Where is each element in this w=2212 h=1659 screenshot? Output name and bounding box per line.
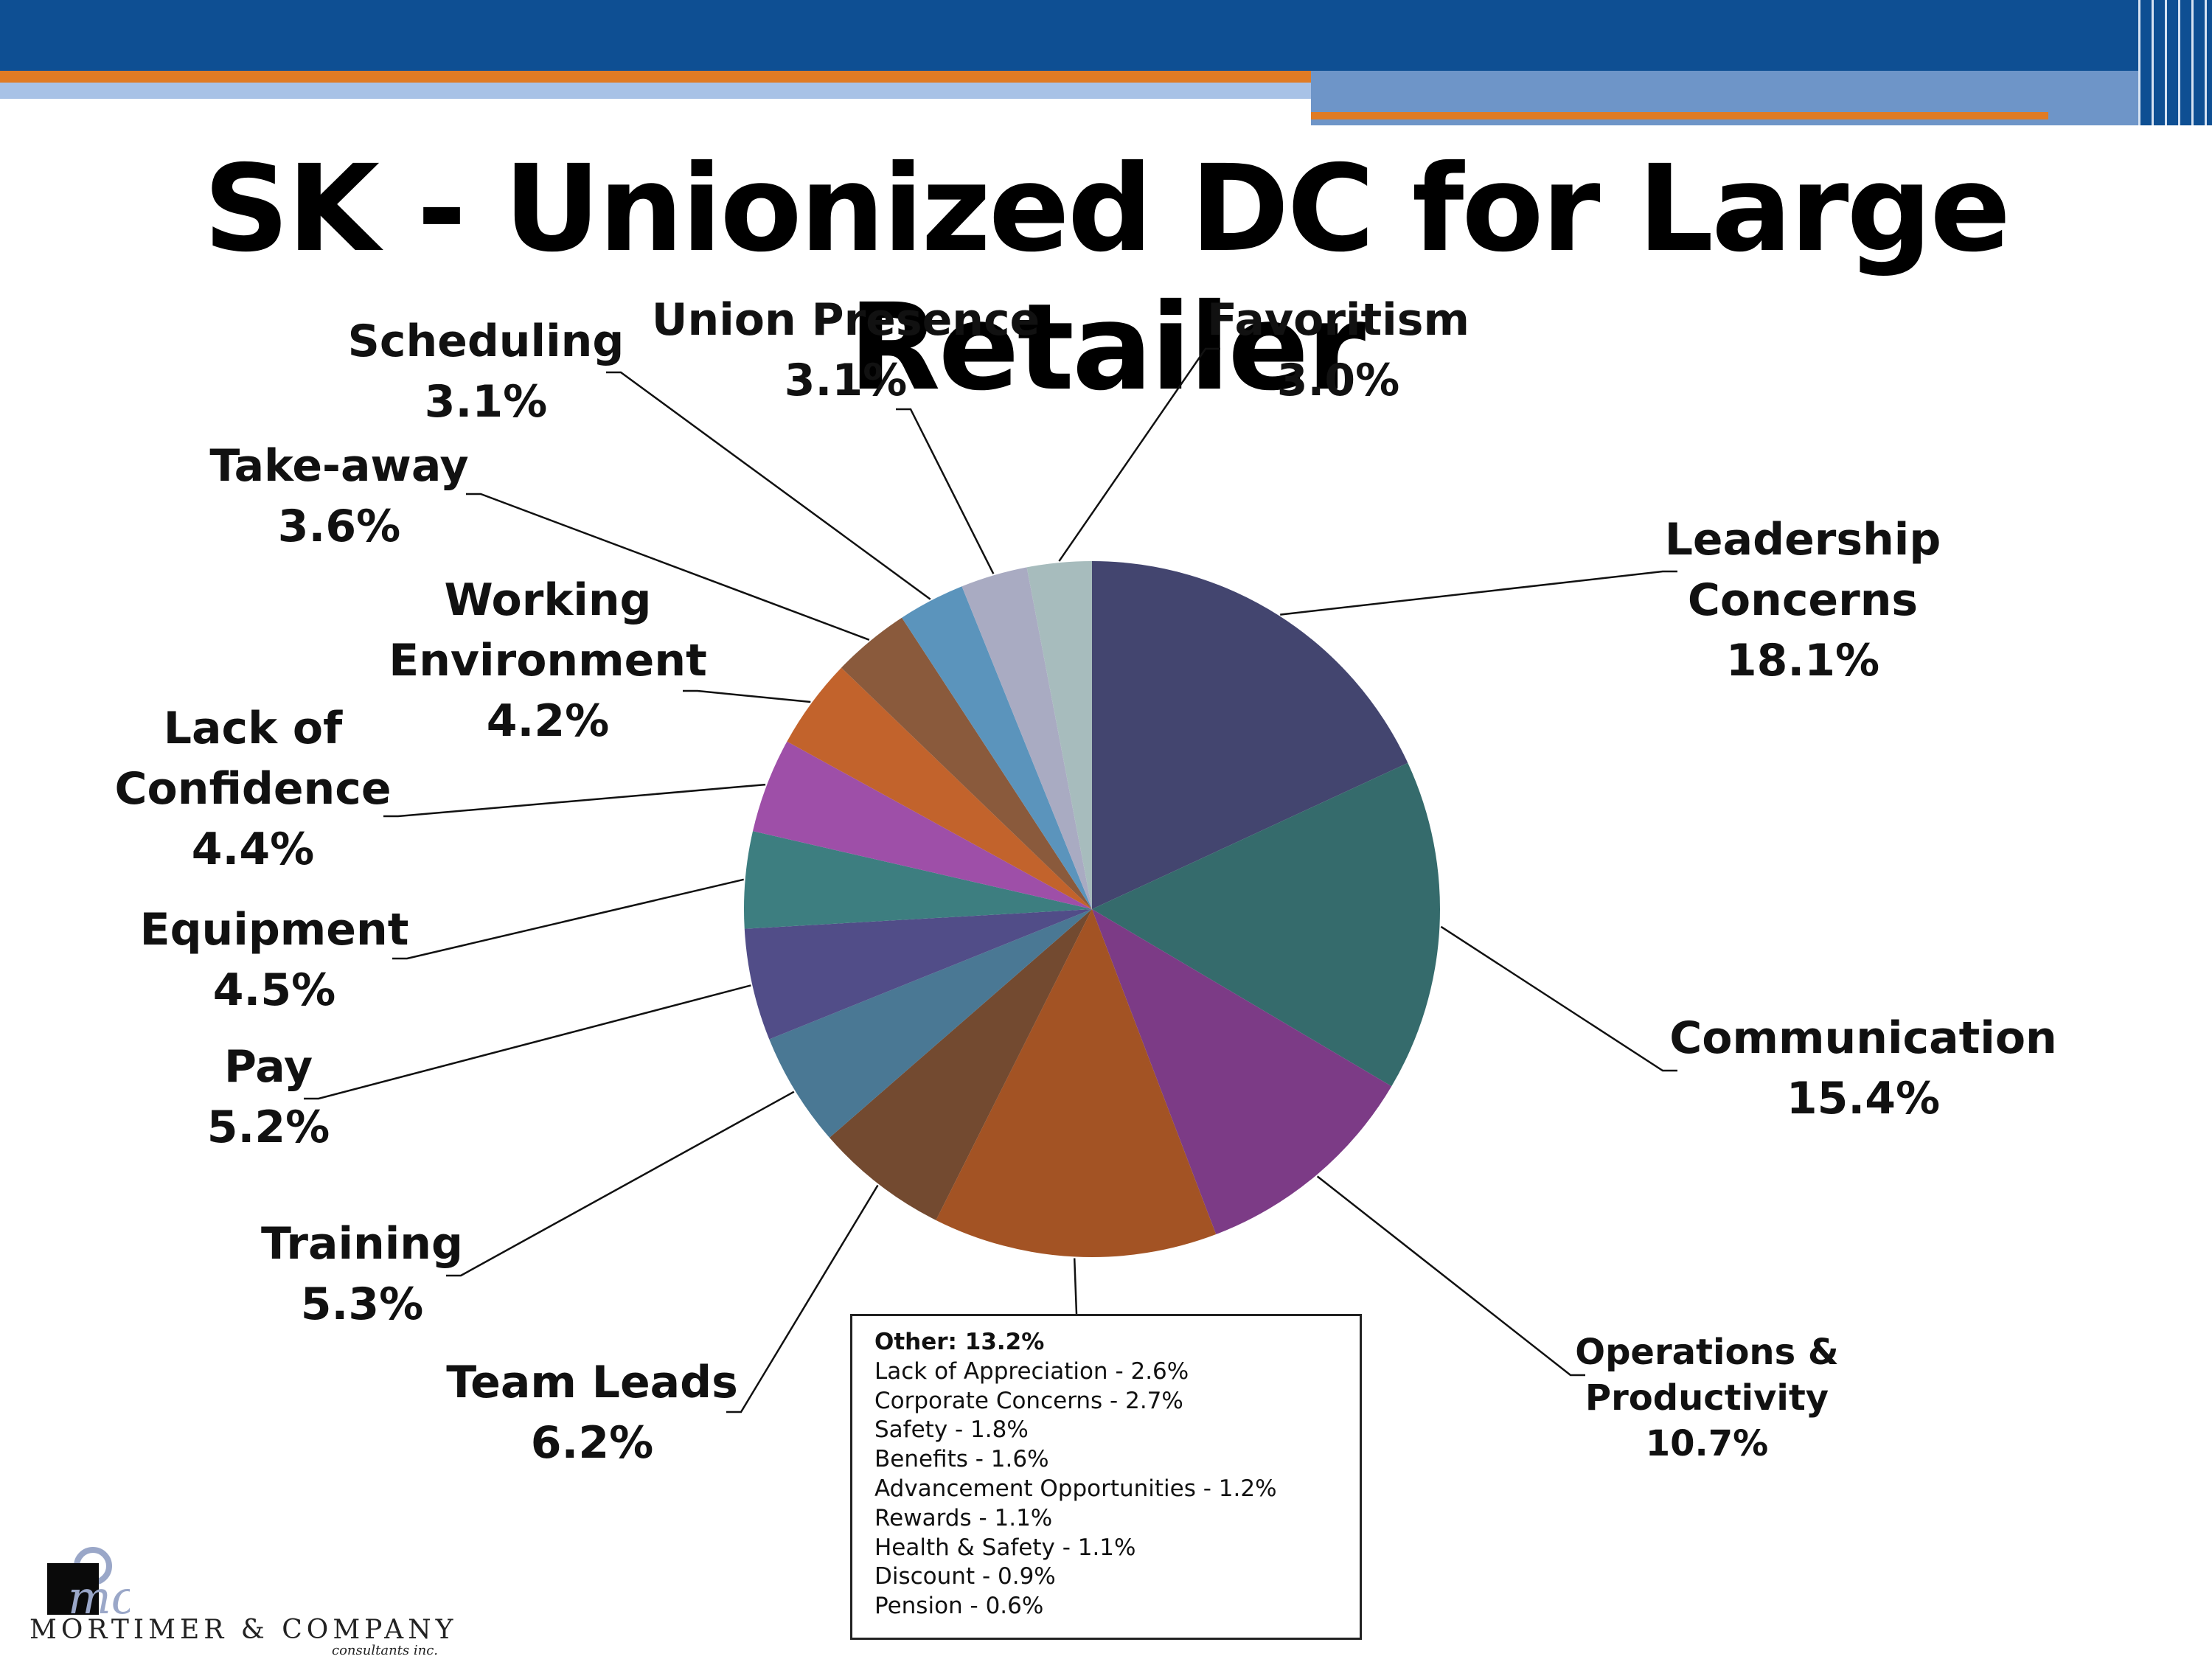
other-connector-line (1073, 1258, 1078, 1315)
header-right-orange-stripe (1311, 112, 2048, 119)
slice-percent: 3.1% (785, 355, 907, 406)
slice-label: Equipment 4.5% (140, 904, 409, 1016)
pie-slice-communication (1092, 762, 1440, 1087)
slice-name: Environment (389, 635, 707, 686)
leader-line (392, 878, 744, 960)
pie-slice-lack-of-confidence (753, 741, 1092, 909)
leader-line (1280, 570, 1677, 616)
logo-tagline: consultants inc. (332, 1643, 438, 1658)
other-item: Benefits - 1.6% (874, 1446, 1049, 1473)
slice-label: Working Environment 4.2% (389, 574, 707, 747)
slice-name: Equipment (140, 904, 409, 956)
slice-name: Productivity (1585, 1377, 1829, 1419)
header-light-stripe (0, 83, 1311, 99)
leader-line (446, 1091, 795, 1277)
pie-slice-team-leads (829, 909, 1092, 1220)
header-vertical-stripes (2138, 0, 2212, 125)
slice-percent: 4.5% (213, 964, 335, 1016)
slice-name: Take-away (209, 440, 468, 492)
slice-percent: 10.7% (1646, 1423, 1769, 1464)
other-item: Rewards - 1.1% (874, 1504, 1053, 1531)
pie-slice-take-away (841, 617, 1092, 909)
slice-label: Pay 5.2% (207, 1041, 330, 1153)
other-item: Health & Safety - 1.1% (874, 1534, 1136, 1561)
other-item: Safety - 1.8% (874, 1416, 1029, 1444)
slice-percent: 4.4% (192, 824, 314, 875)
pie-slice-working-environment (787, 667, 1092, 909)
slice-name: Union Presence (652, 294, 1040, 346)
slice-percent: 5.2% (207, 1102, 330, 1153)
slice-label: Lack of Confidence 4.4% (114, 703, 391, 875)
slice-label: Take-away 3.6% (209, 440, 468, 552)
slide-title: SK - Unionized DC for Large Retailer (203, 140, 2011, 417)
slice-name: Training (261, 1218, 463, 1270)
pie-slices (743, 561, 1440, 1257)
slice-label: Operations & Productivity 10.7% (1575, 1332, 1838, 1464)
pie-slice-leadership-concerns (1092, 561, 1408, 909)
leader-line (1058, 347, 1220, 562)
slice-name: Favoritism (1207, 294, 1470, 346)
leader-line (1316, 1175, 1585, 1377)
leader-line (466, 493, 870, 641)
slice-name: Lack of (164, 703, 343, 754)
other-item: Corporate Concerns - 2.7% (874, 1387, 1183, 1414)
logo-mark-text: mc (68, 1571, 130, 1622)
slice-name: Operations & (1575, 1332, 1838, 1373)
slice-percent: 18.1% (1726, 635, 1879, 686)
slice-name: Leadership (1665, 514, 1941, 566)
slice-percent: 15.4% (1787, 1073, 1940, 1124)
slice-percent: 3.1% (425, 376, 547, 428)
slice-name: Confidence (114, 763, 391, 815)
header-orange-stripe (0, 71, 1311, 83)
other-item: Advancement Opportunities - 1.2% (874, 1475, 1277, 1502)
pie-slice-favoritism (1026, 561, 1092, 909)
leader-lines (304, 347, 1677, 1413)
slice-label: Leadership Concerns 18.1% (1665, 514, 1941, 686)
pie-slice-scheduling (902, 586, 1092, 909)
slice-percent: 3.0% (1277, 355, 1399, 406)
slice-label: Union Presence 3.1% (652, 294, 1040, 406)
slice-name: Team Leads (446, 1357, 738, 1408)
leader-line (896, 408, 995, 574)
header-band (0, 0, 2212, 71)
pie-slice-operations-productivity (1092, 909, 1392, 1234)
leader-line (1440, 925, 1677, 1072)
slice-label: Favoritism 3.0% (1207, 294, 1470, 406)
pie-slice-equipment (743, 831, 1092, 929)
leader-line (683, 689, 811, 703)
slice-name: Pay (224, 1041, 313, 1093)
company-logo: mc MORTIMER & COMPANY consultants inc. (15, 1526, 457, 1659)
slice-label: Scheduling 3.1% (348, 316, 625, 428)
pie-slice-training (769, 909, 1092, 1138)
logo-mark-icon: mc (47, 1547, 130, 1622)
other-item: Pension - 0.6% (874, 1593, 1044, 1620)
other-item: Discount - 0.9% (874, 1563, 1056, 1590)
pie-slice-union-presence (961, 567, 1092, 909)
slice-percent: 5.3% (301, 1279, 423, 1330)
leader-line (304, 984, 751, 1100)
leader-line (606, 371, 931, 600)
logo-name: MORTIMER & COMPANY (29, 1615, 458, 1645)
slice-percent: 4.2% (487, 695, 609, 747)
slice-label: Training 5.3% (261, 1218, 463, 1330)
slice-labels: Leadership Concerns 18.1% Communication 15.4… (114, 294, 2056, 1469)
slice-percent: 6.2% (531, 1417, 653, 1469)
other-breakdown-box: Other: 13.2% Lack of Appreciation - 2.6%… (850, 1314, 1362, 1640)
slice-name: Communication (1669, 1012, 2057, 1064)
slice-percent: 3.6% (278, 501, 400, 552)
leader-line (383, 783, 766, 818)
other-breakdown-title: Other: 13.2% (874, 1329, 1045, 1355)
other-item: Lack of Appreciation - 2.6% (874, 1357, 1189, 1385)
slice-name: Working (445, 574, 652, 626)
slice-name: Scheduling (348, 316, 625, 367)
slice-label: Communication 15.4% (1669, 1012, 2057, 1124)
slice-name: Concerns (1688, 574, 1918, 626)
slice-label: Team Leads 6.2% (446, 1357, 738, 1469)
leader-line (726, 1184, 879, 1413)
pie-slice-pay (744, 909, 1092, 1040)
pie-slice-other (936, 909, 1217, 1257)
